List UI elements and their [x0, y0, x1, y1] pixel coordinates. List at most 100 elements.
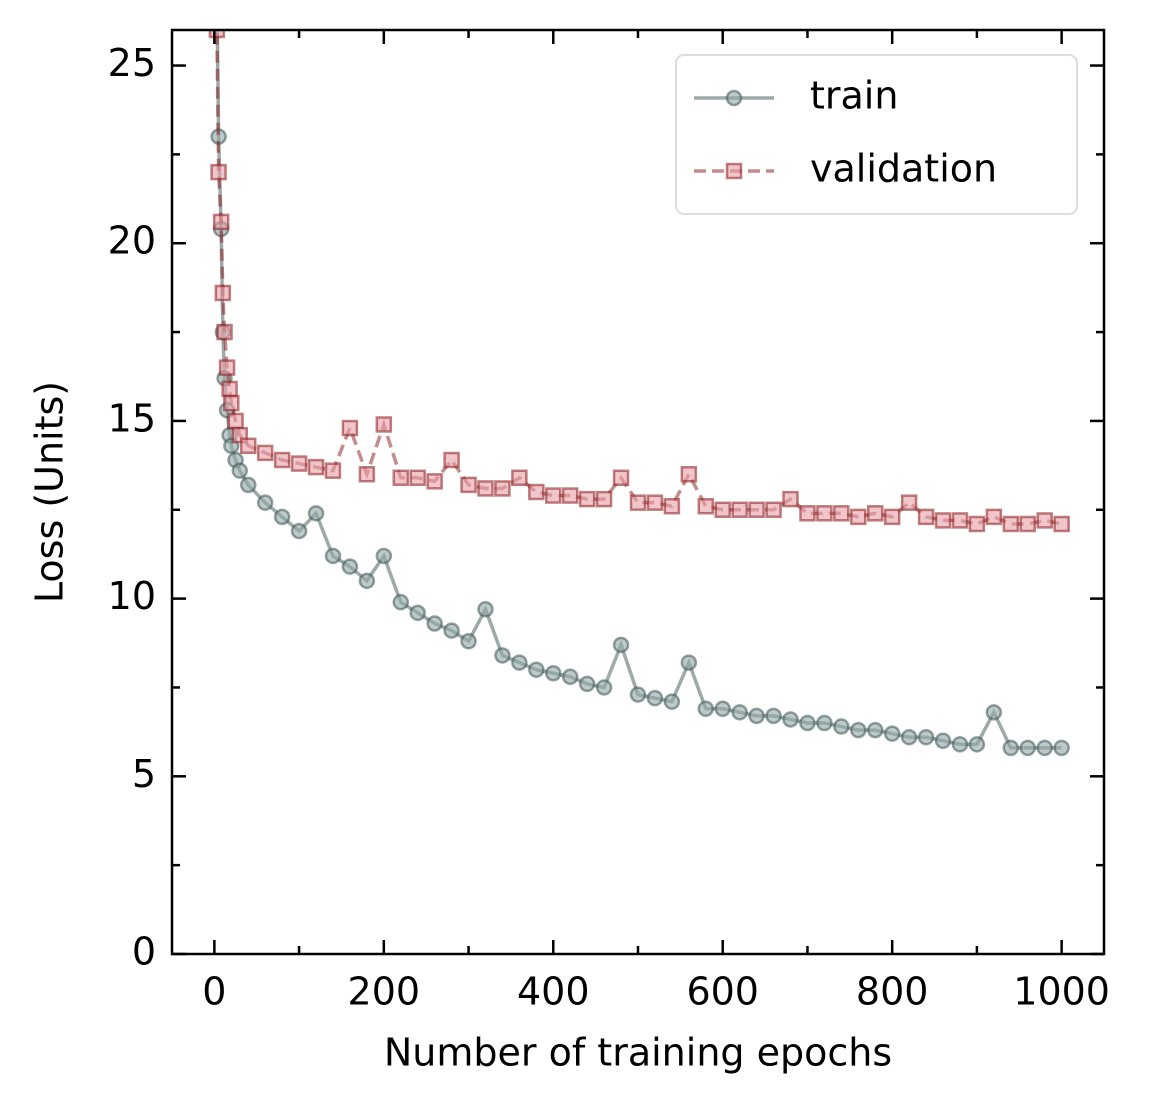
marker — [850, 721, 867, 739]
marker — [900, 728, 918, 746]
marker — [1053, 739, 1070, 757]
marker — [443, 451, 460, 469]
marker — [256, 444, 274, 462]
marker — [528, 661, 545, 678]
marker — [545, 487, 562, 504]
marker — [231, 462, 249, 479]
marker — [528, 483, 545, 501]
marker — [460, 476, 477, 494]
marker — [612, 469, 630, 487]
marker — [951, 512, 969, 529]
marker — [358, 465, 376, 483]
marker — [968, 515, 986, 533]
marker — [1019, 739, 1036, 757]
marker — [1036, 512, 1053, 529]
y-tick-label: 10 — [108, 574, 156, 618]
marker — [816, 505, 833, 522]
marker — [595, 679, 613, 696]
marker — [934, 732, 952, 750]
marker — [731, 704, 748, 721]
marker — [358, 572, 376, 590]
marker — [714, 700, 731, 718]
marker — [307, 505, 325, 522]
marker — [341, 419, 359, 437]
marker — [680, 654, 698, 671]
marker — [951, 736, 969, 753]
marker — [1002, 515, 1020, 533]
marker — [646, 494, 664, 511]
marker — [477, 601, 494, 618]
marker — [663, 497, 681, 515]
marker — [227, 412, 244, 430]
marker — [578, 675, 596, 693]
marker — [934, 512, 952, 529]
marker — [375, 547, 393, 565]
marker — [210, 163, 227, 181]
marker — [663, 693, 681, 710]
marker — [985, 508, 1003, 526]
marker — [697, 700, 715, 718]
marker — [1002, 739, 1020, 757]
marker — [324, 462, 342, 479]
legend-label: train — [810, 74, 898, 118]
marker — [816, 714, 833, 732]
marker — [375, 416, 393, 433]
x-tick-label: 1000 — [1013, 970, 1110, 1014]
x-tick-label: 600 — [686, 970, 759, 1014]
x-axis-label: Number of training epochs — [384, 1031, 892, 1075]
marker — [221, 380, 238, 398]
marker — [494, 480, 511, 497]
marker — [307, 458, 325, 476]
marker — [409, 604, 426, 622]
x-tick-label: 400 — [517, 970, 590, 1014]
marker — [866, 721, 884, 739]
marker — [1053, 515, 1070, 533]
marker — [223, 394, 240, 412]
marker — [214, 284, 232, 302]
marker — [561, 487, 579, 504]
marker — [324, 547, 342, 565]
marker — [273, 508, 291, 526]
marker — [409, 469, 426, 487]
marker — [900, 494, 918, 511]
marker — [748, 501, 765, 519]
marker — [799, 714, 816, 732]
y-tick-label: 20 — [108, 219, 156, 263]
marker — [208, 30, 226, 39]
marker — [1019, 515, 1036, 533]
marker — [341, 558, 359, 575]
marker — [477, 480, 494, 497]
marker — [917, 728, 935, 746]
marker — [240, 476, 257, 494]
marker — [595, 490, 613, 508]
y-tick-label: 15 — [108, 396, 156, 440]
marker — [782, 490, 799, 508]
marker — [218, 359, 236, 376]
marker — [731, 501, 748, 519]
marker — [426, 473, 443, 490]
marker — [290, 522, 308, 540]
marker — [1036, 739, 1053, 757]
marker — [799, 505, 816, 522]
marker — [256, 494, 274, 511]
marker — [460, 633, 477, 650]
marker — [883, 508, 901, 526]
marker — [240, 437, 257, 455]
legend-box — [675, 54, 1078, 215]
x-tick-label: 0 — [202, 970, 226, 1014]
marker — [443, 622, 460, 639]
marker — [833, 718, 850, 735]
marker — [273, 451, 291, 469]
marker — [833, 505, 850, 522]
marker — [216, 323, 233, 341]
marker — [426, 615, 443, 632]
legend-marker — [725, 162, 743, 180]
marker — [968, 736, 986, 753]
marker — [561, 668, 579, 686]
y-tick-label: 5 — [132, 752, 156, 796]
marker — [985, 704, 1003, 721]
x-tick-label: 800 — [856, 970, 929, 1014]
y-tick-label: 25 — [108, 41, 156, 85]
marker — [765, 501, 782, 519]
marker — [748, 707, 765, 725]
